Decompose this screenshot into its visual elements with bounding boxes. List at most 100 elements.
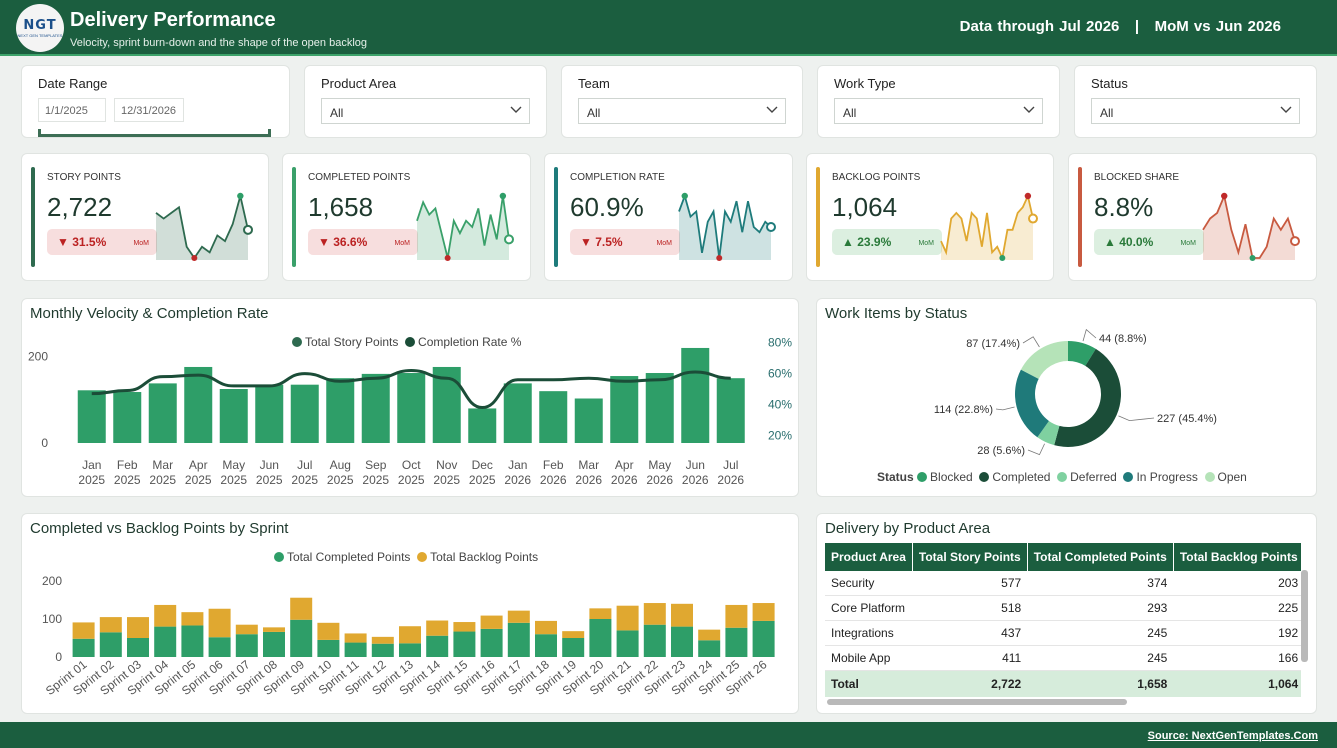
backlog-bar	[290, 597, 313, 620]
velocity-bar	[361, 373, 390, 443]
date-end-input[interactable]: 12/31/2026	[114, 98, 184, 122]
column-header[interactable]: Total Backlog Points	[1173, 543, 1301, 571]
x-axis-tick-label: 2026	[575, 473, 602, 487]
completed-bar	[154, 626, 177, 657]
kpi-change: 7.5%	[595, 235, 623, 249]
x-axis-tick-label: Feb	[117, 458, 138, 472]
kpi-accent-bar	[31, 167, 35, 267]
legend-item: Completed	[979, 470, 1057, 484]
sparkline-min-point	[444, 255, 451, 261]
data-through: Data through Jul 2026	[959, 18, 1120, 35]
completed-bar	[698, 640, 721, 657]
kpi-title: STORY POINTS	[47, 172, 121, 183]
y2-axis-tick-label: 40%	[768, 397, 792, 411]
donut-data-label: 44 (8.8%)	[1099, 333, 1147, 345]
kpi-value: 1,064	[832, 192, 898, 222]
status-dropdown[interactable]: All	[1091, 98, 1300, 124]
sparkline-line	[678, 193, 772, 259]
source-link[interactable]: Source: NextGenTemplates.Com	[1147, 730, 1318, 742]
x-axis-tick-label: Jan	[82, 458, 101, 472]
panel-title: Delivery by Product Area	[825, 520, 991, 537]
team-filter: Team All	[561, 65, 803, 138]
kpi-sparkline	[678, 192, 776, 261]
kpi-sparkline	[155, 192, 253, 261]
table-row: Integrations 437 245 192	[825, 620, 1301, 646]
sparkline-max-point	[499, 192, 507, 200]
vertical-scrollbar[interactable]	[1301, 570, 1308, 662]
logo-subtext: NEXT GEN TEMPLATES	[17, 33, 63, 38]
backlog-bar	[371, 636, 394, 644]
product-area-dropdown[interactable]: All	[321, 98, 530, 124]
sparkline-last-point	[766, 222, 776, 232]
backlog-bar	[616, 605, 639, 631]
completed-bar	[480, 628, 503, 657]
velocity-bar	[539, 391, 568, 443]
column-header[interactable]: Total Completed Points	[1027, 543, 1174, 571]
completed-bar	[99, 632, 122, 657]
kpi-title: BLOCKED SHARE	[1094, 172, 1180, 183]
column-header[interactable]: Total Story Points	[912, 543, 1028, 571]
x-axis-tick-label: Oct	[402, 458, 421, 472]
legend-item: Deferred	[1057, 470, 1123, 484]
filter-label: Work Type	[834, 76, 896, 91]
x-axis-tick-label: Nov	[436, 458, 457, 472]
backlog-bar	[154, 604, 177, 627]
velocity-bar	[290, 384, 319, 443]
triangle-down-icon: ▼	[318, 235, 330, 249]
kpi-sparkline	[1202, 192, 1300, 261]
completed-bar	[616, 630, 639, 657]
velocity-bar	[681, 347, 710, 443]
velocity-bar	[397, 373, 426, 443]
sparkline-min-point	[999, 255, 1006, 261]
triangle-down-icon: ▼	[580, 235, 592, 249]
x-axis-tick-label: 2025	[291, 473, 318, 487]
x-axis-tick-label: 2026	[540, 473, 567, 487]
sparkline-line	[155, 195, 249, 260]
table-cell: 411	[912, 645, 1028, 671]
team-dropdown[interactable]: All	[578, 98, 786, 124]
sparkline-last-point	[504, 234, 514, 245]
legend-dot	[1123, 472, 1134, 482]
status-panel: Work Items by Status 44 (8.8%) 227 (45.4%…	[816, 298, 1317, 497]
horizontal-scrollbar[interactable]	[827, 699, 1127, 705]
sparkline-area	[941, 196, 1033, 260]
completed-bar	[371, 643, 394, 657]
date-range-slider[interactable]	[38, 129, 271, 137]
date-start-input[interactable]: 1/1/2025	[38, 98, 106, 122]
kpi-change-badge: ▼ 36.6% MoM	[308, 229, 418, 255]
kpi-sparkline	[940, 192, 1038, 261]
velocity-bar	[255, 384, 284, 443]
table-cell: 192	[1173, 620, 1301, 646]
x-axis-tick-label: 2025	[469, 473, 496, 487]
footer-bar: Source: NextGenTemplates.Com	[0, 722, 1337, 748]
work-type-filter: Work Type All	[817, 65, 1060, 138]
x-axis-tick-label: Feb	[543, 458, 564, 472]
date-range-filter: Date Range 1/1/2025 12/31/2026	[21, 65, 290, 138]
header-bar: NGT NEXT GEN TEMPLATES Delivery Performan…	[0, 0, 1337, 56]
donut-slice	[1020, 341, 1068, 379]
filter-label: Date Range	[38, 76, 108, 91]
kpi-card: COMPLETED POINTS 1,658 ▼ 36.6% MoM	[282, 153, 531, 281]
table-cell: Core Platform	[825, 595, 913, 621]
sparkline-last-point	[1028, 213, 1038, 224]
completed-bar	[317, 639, 340, 657]
sparkline-line	[1202, 192, 1296, 259]
legend-item: Total Backlog Points	[430, 550, 539, 564]
filter-label: Product Area	[321, 76, 397, 91]
kpi-title: COMPLETION RATE	[570, 172, 665, 183]
kpi-accent-bar	[554, 167, 558, 267]
kpi-value: 1,658	[308, 192, 374, 222]
table-total-row: Total 2,722 1,658 1,064	[825, 670, 1301, 697]
kpi-sparkline	[416, 192, 514, 261]
sprint-legend: Total Completed Points Total Backlog Poi…	[274, 550, 538, 564]
page-title: Delivery Performance	[70, 9, 276, 31]
completed-bar	[263, 631, 285, 657]
legend-dot	[979, 472, 990, 482]
column-header[interactable]: Product Area	[825, 543, 913, 571]
legend-dot	[417, 552, 428, 562]
table-cell: 293	[1027, 595, 1174, 621]
dropdown-value: All	[330, 106, 344, 120]
legend-label: In Progress	[1136, 470, 1198, 484]
table-cell: 203	[1173, 571, 1301, 596]
work-type-dropdown[interactable]: All	[834, 98, 1043, 124]
